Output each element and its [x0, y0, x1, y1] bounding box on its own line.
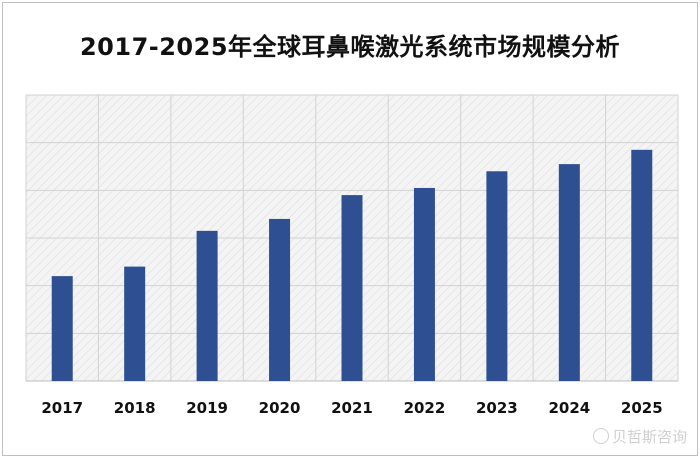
bars	[51, 149, 653, 381]
bar-chart: 2017 2018 2019 2020 2021 2022 2023 2024 2025	[25, 94, 679, 417]
x-tick-label: 2024	[548, 399, 590, 417]
x-tick-label: 2025	[621, 399, 663, 417]
bar-2018	[124, 266, 146, 381]
bar-2022	[413, 187, 435, 381]
chart-title: 2017-2025年全球耳鼻喉激光系统市场规模分析	[79, 33, 621, 61]
x-tick-label: 2019	[186, 399, 228, 417]
x-tick-label: 2017	[41, 399, 83, 417]
x-axis-labels: 2017 2018 2019 2020 2021 2022 2023 2024 2025	[41, 399, 662, 417]
x-tick-label: 2020	[259, 399, 301, 417]
bar-2019	[196, 230, 218, 381]
bar-2025	[631, 149, 653, 381]
bar-2020	[269, 218, 291, 381]
bar-2024	[558, 164, 580, 381]
x-tick-label: 2022	[404, 399, 446, 417]
watermark-text: 贝哲斯咨询	[611, 428, 687, 446]
bar-2023	[486, 171, 508, 381]
watermark: 贝哲斯咨询	[592, 426, 687, 447]
weibo-icon	[592, 428, 609, 444]
x-tick-label: 2018	[114, 399, 156, 417]
x-tick-label: 2021	[331, 399, 373, 417]
x-tick-label: 2023	[476, 399, 518, 417]
bar-2017	[51, 276, 73, 381]
bar-2021	[341, 195, 363, 381]
